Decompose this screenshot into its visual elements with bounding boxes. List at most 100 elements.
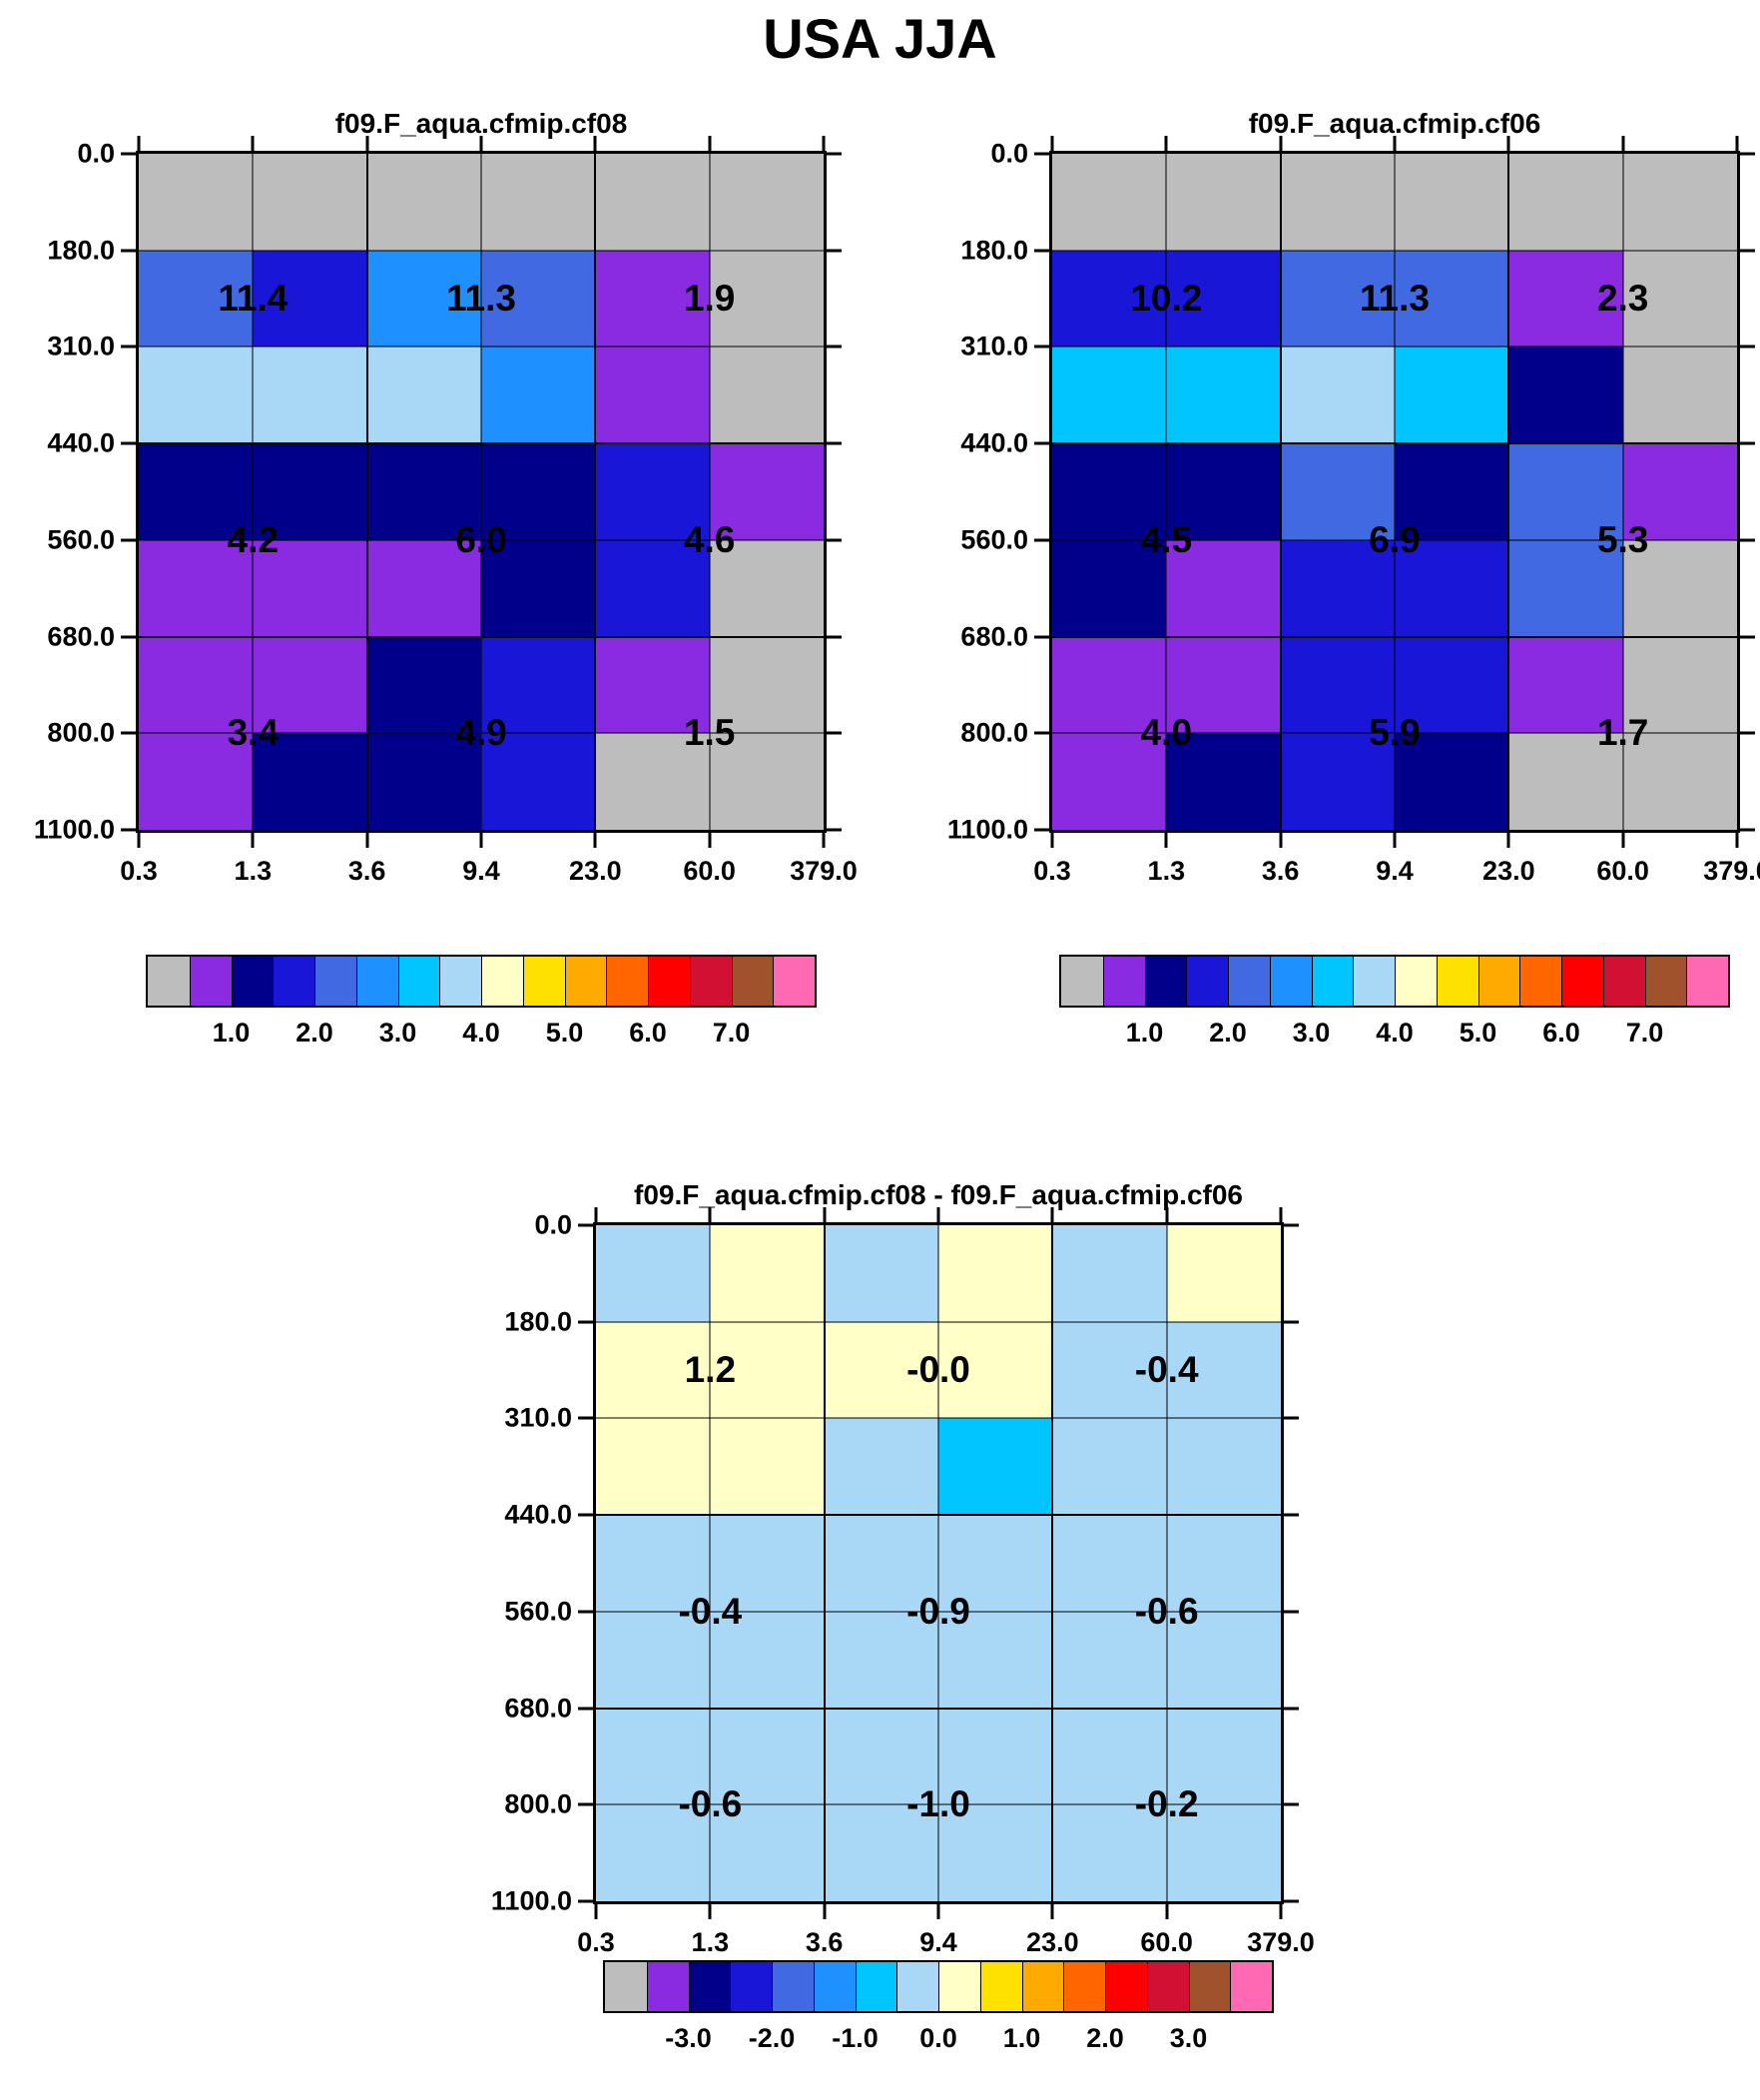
block-value-label: 4.9	[455, 712, 507, 754]
colorbar-divider	[1063, 1962, 1065, 2011]
colorbar-tick-label: 1.0	[1125, 1018, 1164, 1048]
heatmap-cell	[938, 1611, 1053, 1709]
heatmap-cell	[1166, 1225, 1281, 1322]
block-value-label: 11.3	[446, 278, 516, 320]
block-value-label: 11.4	[218, 278, 289, 320]
x-tick-label: 0.3	[1033, 856, 1071, 886]
colorbar-divider	[979, 1962, 981, 2011]
colorbar-divider	[1519, 957, 1521, 1006]
grid-line-vertical	[1622, 154, 1624, 830]
colorbar-swatch	[273, 957, 314, 1006]
heatmap-cell	[824, 1804, 938, 1901]
heatmap-cell	[1052, 733, 1167, 830]
x-axis-tick	[594, 1904, 598, 1919]
heatmap-cell	[938, 1418, 1053, 1516]
colorbar-divider	[1269, 957, 1271, 1006]
page-title: USA JJA	[763, 7, 997, 70]
grid-line-horizontal	[1052, 635, 1737, 638]
colorbar-divider	[1144, 957, 1146, 1006]
colorbar-swatch	[231, 957, 274, 1006]
colorbar-swatch	[564, 957, 607, 1006]
colorbar-tick-label: 7.0	[712, 1018, 751, 1048]
block-value-label: 1.9	[683, 278, 736, 320]
colorbar-divider	[1188, 1962, 1190, 2011]
heatmap-cell	[481, 347, 596, 444]
heatmap-cell	[709, 250, 824, 348]
colorbar-swatch	[605, 1962, 647, 2011]
heatmap-cell	[253, 636, 367, 734]
heatmap-cell	[1166, 1515, 1281, 1612]
heatmap-cell	[1166, 1708, 1281, 1805]
y-axis-tick	[1284, 1416, 1299, 1420]
panel-title-cf08: f09.F_aqua.cfmip.cf08	[334, 108, 628, 139]
x-tick-label: 1.3	[691, 1927, 730, 1957]
block-value-label: 4.6	[683, 518, 736, 560]
heatmap-cell	[253, 539, 367, 637]
heatmap-cell	[1622, 347, 1737, 444]
colorbar-divider	[1146, 1962, 1148, 2011]
colorbar-swatch	[1269, 957, 1312, 1006]
grid-line-vertical	[1165, 154, 1167, 830]
x-tick-label: 3.6	[347, 856, 386, 886]
heatmap-cell	[1166, 1804, 1281, 1901]
y-axis-tick	[1034, 152, 1049, 156]
colorbar-swatch	[1311, 957, 1354, 1006]
colorbar-swatch	[1436, 957, 1478, 1006]
colorbar-swatch	[773, 957, 815, 1006]
heatmap-cell	[139, 443, 254, 540]
heatmap-cell	[481, 250, 596, 348]
colorbar-swatch	[689, 957, 732, 1006]
heatmap-cell	[366, 347, 481, 444]
heatmap-cell	[938, 1804, 1053, 1901]
heatmap-cell	[1395, 250, 1509, 348]
x-axis-tick	[1735, 833, 1739, 848]
y-axis-tick	[121, 441, 136, 445]
y-tick-label: 440.0	[504, 1499, 572, 1530]
colorbar-divider	[397, 957, 399, 1006]
heatmap-cell	[253, 154, 367, 251]
grid-line-vertical	[1051, 1225, 1054, 1901]
colorbar-divider	[231, 957, 233, 1006]
heatmap-cell	[938, 1708, 1053, 1805]
block-value-label: 2.3	[1596, 278, 1649, 320]
heatmap-cell	[1052, 1225, 1167, 1322]
heatmap-cell	[253, 347, 367, 444]
heatmap-cell	[709, 154, 824, 251]
colorbar-divider	[813, 1962, 815, 2011]
y-tick-label: 180.0	[504, 1306, 572, 1337]
colorbar-swatch	[1021, 1962, 1064, 2011]
heatmap-cell	[1395, 636, 1509, 734]
x-axis-tick	[1506, 136, 1510, 151]
colorbar-tick-label: 3.0	[378, 1018, 417, 1048]
colorbar-divider	[1186, 957, 1188, 1006]
heatmap-cell	[709, 443, 824, 540]
grid-line-horizontal	[139, 346, 824, 348]
block-value-label: 6.0	[455, 518, 507, 560]
y-tick-label: 1100.0	[946, 814, 1028, 845]
y-axis-tick	[1740, 441, 1755, 445]
x-axis-tick	[708, 1207, 712, 1222]
colorbar-swatch	[979, 1962, 1022, 2011]
colorbar-divider	[1395, 957, 1396, 1006]
grid-line-horizontal	[1052, 732, 1737, 734]
x-axis-tick	[708, 833, 712, 848]
colorbar-swatch	[648, 957, 690, 1006]
heatmap-cell	[710, 1515, 825, 1612]
block-value-label: -0.4	[1134, 1349, 1199, 1391]
heatmap-cf06: f09.F_aqua.cfmip.cf06 0.3 1.3 3.6 9.4 23.0 60…	[947, 108, 1760, 886]
y-axis-tick	[578, 1899, 593, 1903]
heatmap-cell	[595, 443, 710, 540]
colorbar-tick-label: 6.0	[1542, 1018, 1580, 1048]
colorbar-tick-label: 1.0	[1002, 2023, 1041, 2053]
grid-line-horizontal	[139, 250, 824, 252]
heatmap-cell	[595, 347, 710, 444]
grid-line-vertical	[823, 1225, 826, 1901]
heatmap-cell	[596, 1515, 711, 1612]
colorbar-tick-label: 3.0	[1169, 2023, 1208, 2053]
y-axis-tick	[1034, 828, 1049, 832]
y-tick-label: 800.0	[960, 717, 1028, 748]
heatmap-cell	[824, 1611, 938, 1709]
colorbar-divider	[1602, 957, 1604, 1006]
x-axis-tick	[1393, 136, 1397, 151]
heatmap-cell	[1166, 733, 1281, 830]
